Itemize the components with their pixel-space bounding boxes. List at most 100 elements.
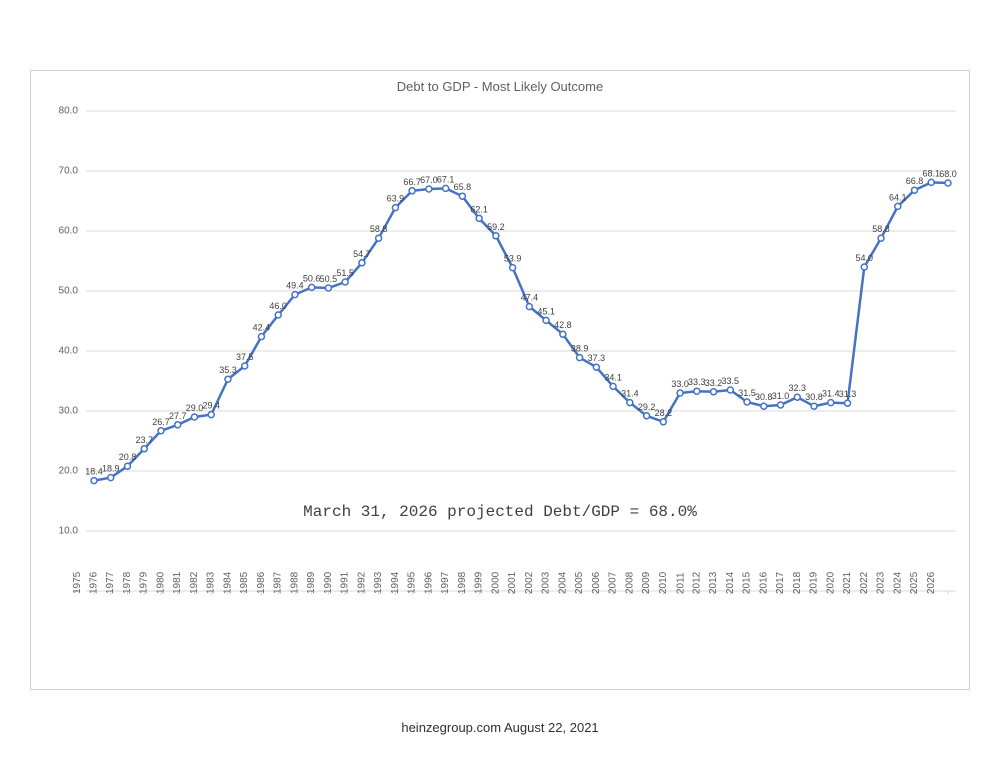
svg-text:2013: 2013 [708, 571, 719, 594]
svg-text:37.3: 37.3 [588, 353, 606, 363]
svg-text:50.6: 50.6 [303, 273, 321, 283]
svg-text:18.4: 18.4 [85, 467, 103, 477]
svg-text:1976: 1976 [88, 571, 99, 594]
svg-text:40.0: 40.0 [59, 346, 79, 357]
svg-text:59.2: 59.2 [487, 222, 505, 232]
svg-text:66.7: 66.7 [403, 177, 421, 187]
svg-text:68.0: 68.0 [939, 169, 957, 179]
svg-text:1980: 1980 [155, 571, 166, 594]
svg-text:1996: 1996 [423, 571, 434, 594]
svg-text:1993: 1993 [373, 571, 384, 594]
svg-text:47.4: 47.4 [521, 293, 539, 303]
svg-text:31.4: 31.4 [822, 389, 840, 399]
svg-text:20.0: 20.0 [59, 466, 79, 477]
svg-text:1983: 1983 [206, 571, 217, 594]
chart-title: Debt to GDP - Most Likely Outcome [31, 71, 969, 94]
svg-text:26.7: 26.7 [152, 417, 170, 427]
svg-text:2007: 2007 [608, 571, 619, 594]
svg-text:54.7: 54.7 [353, 249, 371, 259]
svg-text:30.0: 30.0 [59, 406, 79, 417]
svg-text:1998: 1998 [457, 571, 468, 594]
svg-text:2014: 2014 [725, 571, 736, 594]
svg-text:34.1: 34.1 [604, 372, 622, 382]
svg-text:2010: 2010 [658, 571, 669, 594]
svg-text:2008: 2008 [624, 571, 635, 594]
svg-text:32.3: 32.3 [789, 383, 807, 393]
svg-text:2000: 2000 [490, 571, 501, 594]
svg-text:31.3: 31.3 [839, 389, 857, 399]
svg-text:1989: 1989 [306, 571, 317, 594]
svg-text:33.2: 33.2 [705, 378, 723, 388]
svg-text:58.8: 58.8 [872, 224, 890, 234]
svg-text:28.2: 28.2 [655, 408, 673, 418]
svg-text:2025: 2025 [909, 571, 920, 594]
svg-text:33.3: 33.3 [688, 377, 706, 387]
svg-text:50.5: 50.5 [320, 274, 338, 284]
svg-text:20.8: 20.8 [119, 452, 137, 462]
svg-text:68.1: 68.1 [922, 168, 940, 178]
svg-text:2017: 2017 [775, 571, 786, 594]
svg-text:45.1: 45.1 [537, 306, 555, 316]
svg-text:2022: 2022 [859, 571, 870, 594]
svg-text:2009: 2009 [641, 571, 652, 594]
svg-text:29.0: 29.0 [186, 403, 204, 413]
svg-text:27.7: 27.7 [169, 411, 187, 421]
svg-text:1987: 1987 [273, 571, 284, 594]
svg-text:65.8: 65.8 [454, 182, 472, 192]
svg-text:2003: 2003 [541, 571, 552, 594]
svg-text:63.9: 63.9 [387, 194, 405, 204]
svg-text:2019: 2019 [809, 571, 820, 594]
svg-text:49.4: 49.4 [286, 281, 304, 291]
svg-text:1985: 1985 [239, 571, 250, 594]
svg-text:1978: 1978 [122, 571, 133, 594]
plot-area: -10.020.030.040.050.060.070.080.01975197… [86, 111, 956, 651]
svg-text:2016: 2016 [758, 571, 769, 594]
svg-text:64.1: 64.1 [889, 192, 907, 202]
svg-text:35.3: 35.3 [219, 365, 237, 375]
svg-text:33.5: 33.5 [722, 376, 740, 386]
svg-text:1977: 1977 [105, 571, 116, 594]
svg-text:1990: 1990 [323, 571, 334, 594]
svg-text:54.0: 54.0 [856, 253, 874, 263]
svg-text:67.1: 67.1 [437, 174, 455, 184]
svg-text:1999: 1999 [474, 571, 485, 594]
svg-text:62.1: 62.1 [470, 204, 488, 214]
svg-text:2001: 2001 [507, 571, 518, 594]
svg-text:2005: 2005 [574, 571, 585, 594]
svg-text:33.0: 33.0 [671, 379, 689, 389]
svg-text:46.0: 46.0 [269, 301, 287, 311]
chart-annotation: March 31, 2026 projected Debt/GDP = 68.0… [31, 503, 969, 521]
svg-text:58.8: 58.8 [370, 224, 388, 234]
svg-text:2020: 2020 [825, 571, 836, 594]
svg-text:29.2: 29.2 [638, 402, 656, 412]
svg-text:2015: 2015 [742, 571, 753, 594]
svg-text:42.8: 42.8 [554, 320, 572, 330]
svg-text:29.4: 29.4 [202, 401, 220, 411]
svg-text:1986: 1986 [256, 571, 267, 594]
svg-text:1979: 1979 [139, 571, 150, 594]
svg-text:2006: 2006 [591, 571, 602, 594]
svg-text:1991: 1991 [340, 571, 351, 594]
svg-text:67.0: 67.0 [420, 175, 438, 185]
svg-text:37.5: 37.5 [236, 352, 254, 362]
svg-text:31.5: 31.5 [738, 388, 756, 398]
svg-text:53.9: 53.9 [504, 254, 522, 264]
svg-text:51.5: 51.5 [336, 268, 354, 278]
svg-text:2012: 2012 [691, 571, 702, 594]
svg-text:2018: 2018 [792, 571, 803, 594]
svg-text:1984: 1984 [222, 571, 233, 594]
svg-text:23.7: 23.7 [135, 435, 153, 445]
svg-text:1982: 1982 [189, 571, 200, 594]
svg-text:1988: 1988 [289, 571, 300, 594]
svg-text:2002: 2002 [524, 571, 535, 594]
chart-svg: -10.020.030.040.050.060.070.080.01975197… [86, 111, 956, 651]
svg-text:66.8: 66.8 [906, 176, 924, 186]
svg-text:2004: 2004 [557, 571, 568, 594]
svg-text:70.0: 70.0 [59, 166, 79, 177]
svg-text:1995: 1995 [407, 571, 418, 594]
svg-text:60.0: 60.0 [59, 226, 79, 237]
svg-text:2026: 2026 [926, 571, 937, 594]
svg-text:2023: 2023 [876, 571, 887, 594]
svg-text:50.0: 50.0 [59, 286, 79, 297]
svg-text:80.0: 80.0 [59, 106, 79, 117]
